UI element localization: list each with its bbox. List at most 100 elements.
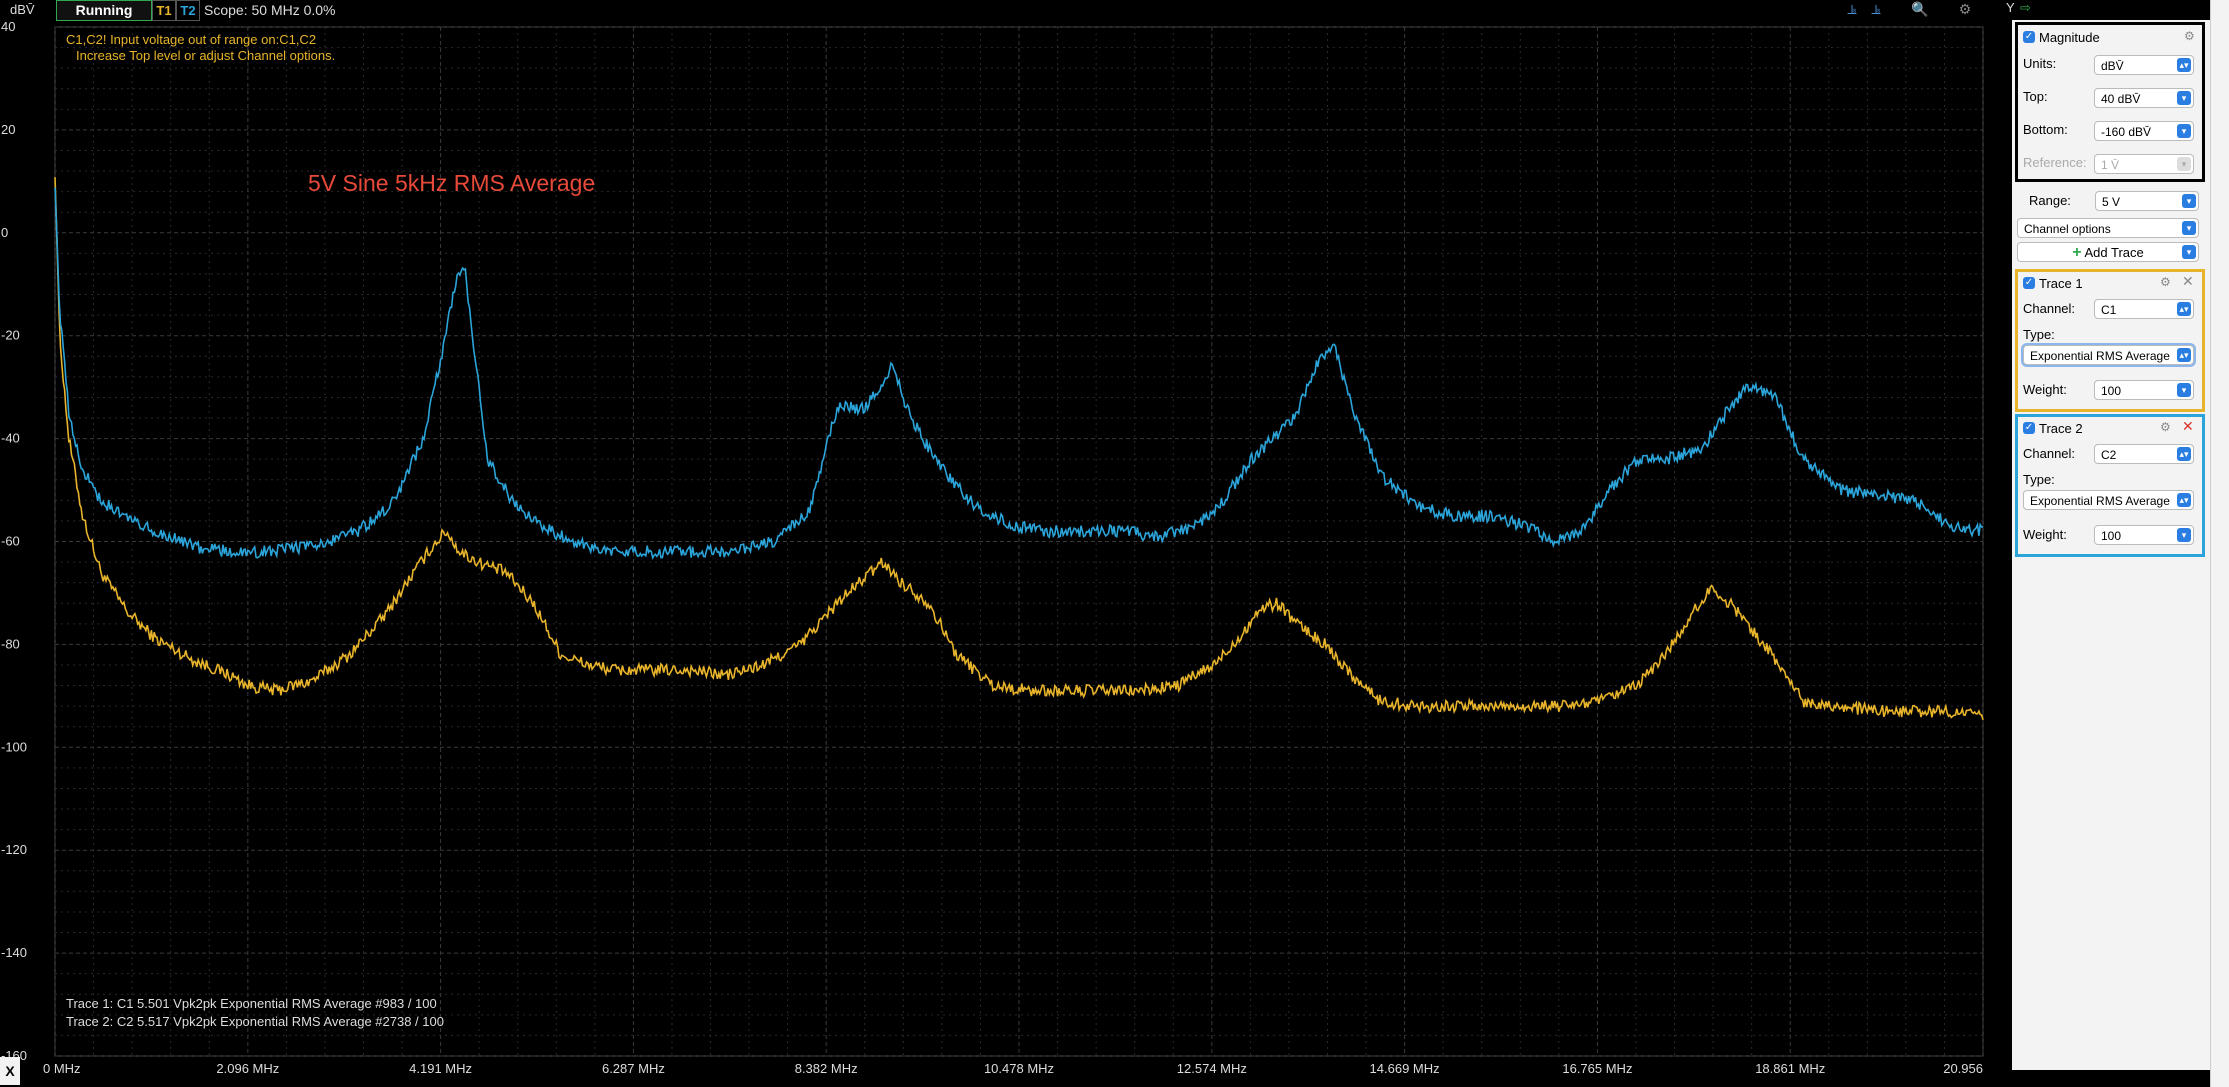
plot-annotation: 5V Sine 5kHz RMS Average (308, 170, 596, 196)
series-line-1 (54, 177, 1984, 721)
y-tick-label: 0 (1, 225, 8, 240)
range-select[interactable]: 5 V ▾ (2095, 191, 2199, 211)
units-value: dBV̄ (2101, 59, 2124, 73)
zoom-icon[interactable]: 🔍 (1911, 1, 1929, 17)
trace-status: Trace 1: C1 5.501 Vpk2pk Exponential RMS… (66, 995, 444, 1031)
chevron-down-icon: ▾ (2177, 124, 2191, 138)
series-line-2 (54, 187, 1984, 560)
trace2-type-label: Type: (2023, 472, 2055, 487)
bottom-select[interactable]: -160 dBV̄ ▾ (2094, 121, 2194, 141)
trace1-badge[interactable]: T1 (152, 0, 176, 21)
chevron-down-icon: ▾ (2177, 157, 2191, 171)
trace1-type-value: Exponential RMS Average (2030, 349, 2170, 363)
x-tick-label: 14.669 MHz (1370, 1061, 1440, 1076)
chevron-updown-icon: ▴▾ (2177, 447, 2191, 461)
magnitude-gear-icon[interactable]: ⚙ (2184, 29, 2195, 43)
trace2-close-icon[interactable]: ✕ (2182, 418, 2194, 434)
chevron-down-icon: ▾ (2182, 194, 2196, 208)
scope-info: Scope: 50 MHz 0.0% (204, 2, 336, 18)
y-unit-label: dBV̄ (10, 2, 35, 17)
trace1-channel-value: C1 (2101, 303, 2117, 317)
trace2-checkbox[interactable]: ✓ (2023, 422, 2035, 434)
chevron-down-icon: ▾ (2182, 245, 2196, 259)
trace1-type-label: Type: (2023, 327, 2055, 342)
y-tick-label: -100 (1, 739, 27, 754)
y-tick-label: -80 (1, 636, 20, 651)
spectrum-plot[interactable]: 0 MHz 2.096 MHz 4.191 MHz 6.287 MHz 8.382 MH… (0, 0, 2015, 1087)
y-tick-label: 20 (1, 122, 15, 137)
y-tick-label: 40 (1, 19, 15, 34)
trace1-weight-value: 100 (2101, 384, 2122, 398)
x-tick-label: 8.382 MHz (795, 1061, 858, 1076)
x-tick-label: 0 MHz (43, 1061, 81, 1076)
settings-panel: ✓ Magnitude ⚙ Units: dBV̄ ▴▾ Top: 40 dBV̄… (2012, 20, 2210, 1070)
trace1-checkbox[interactable]: ✓ (2023, 277, 2035, 289)
x-tick-label: 16.765 MHz (1562, 1061, 1632, 1076)
chevron-down-icon: ▾ (2177, 528, 2191, 542)
top-value: 40 dBV̄ (2101, 92, 2141, 106)
trace1-channel-select[interactable]: C1 ▴▾ (2094, 299, 2194, 319)
running-status-button[interactable]: Running (56, 0, 152, 21)
bottom-label: Bottom: (2023, 122, 2068, 137)
add-trace-label: Add Trace (2084, 245, 2144, 260)
channel-options-button[interactable]: Channel options ▾ (2017, 218, 2199, 238)
x-tick-label: 4.191 MHz (409, 1061, 472, 1076)
reference-value: 1 V̄ (2101, 158, 2120, 172)
chevron-down-icon: ▾ (2182, 221, 2196, 235)
y-axis-toggle[interactable]: Y (2006, 0, 2015, 15)
x-tick-label: 12.574 MHz (1177, 1061, 1247, 1076)
trace2-badge[interactable]: T2 (176, 0, 200, 21)
cursor-right-icon[interactable]: ⫡ (1871, 1, 1881, 17)
trace2-type-value: Exponential RMS Average (2030, 494, 2170, 508)
x-tick-label: 18.861 MHz (1755, 1061, 1825, 1076)
trace1-type-select[interactable]: Exponential RMS Average ▴▾ (2023, 345, 2194, 365)
x-tick-label: 6.287 MHz (602, 1061, 665, 1076)
chevron-updown-icon: ▴▾ (2177, 58, 2191, 72)
arrow-right-icon[interactable]: ⇨ (2020, 0, 2031, 15)
channel-options-label: Channel options (2024, 222, 2111, 236)
chevron-down-icon: ▾ (2177, 91, 2191, 105)
units-select[interactable]: dBV̄ ▴▾ (2094, 55, 2194, 75)
trace1-gear-icon[interactable]: ⚙ (2160, 275, 2171, 289)
y-tick-label: -60 (1, 534, 20, 549)
warning-line-1: C1,C2! Input voltage out of range on:C1,… (66, 32, 317, 47)
magnitude-box: ✓ Magnitude ⚙ Units: dBV̄ ▴▾ Top: 40 dBV̄… (2015, 22, 2205, 182)
input-range-warning: C1,C2! Input voltage out of range on:C1,… (66, 32, 335, 64)
warning-line-2: Increase Top level or adjust Channel opt… (76, 48, 336, 63)
y-tick-label: -40 (1, 431, 20, 446)
cursor-left-icon[interactable]: ⫡ (1847, 1, 1857, 17)
trace2-gear-icon[interactable]: ⚙ (2160, 420, 2171, 434)
trace1-box: ✓ Trace 1 ⚙ ✕ Channel: C1 ▴▾ Type: Expone… (2015, 269, 2205, 412)
bottom-value: -160 dBV̄ (2101, 125, 2152, 139)
range-label: Range: (2029, 193, 2071, 208)
x-tick-label: 10.478 MHz (984, 1061, 1054, 1076)
settings-icon[interactable]: ⚙ (1958, 1, 1972, 17)
close-x-button[interactable]: X (0, 1057, 20, 1085)
trace2-weight-select[interactable]: 100 ▾ (2094, 525, 2194, 545)
trace1-weight-label: Weight: (2023, 382, 2067, 397)
top-toolbar: dBV̄ Running T1 T2 Scope: 50 MHz 0.0% ⫡ … (0, 0, 2015, 21)
chevron-updown-icon: ▴▾ (2177, 348, 2191, 362)
trace2-channel-select[interactable]: C2 ▴▾ (2094, 444, 2194, 464)
trace2-channel-value: C2 (2101, 448, 2117, 462)
trace1-close-icon[interactable]: ✕ (2182, 273, 2194, 289)
chevron-updown-icon: ▴▾ (2177, 302, 2191, 316)
trace2-box: ✓ Trace 2 ⚙ ✕ Channel: C2 ▴▾ Type: Expone… (2015, 414, 2205, 557)
magnitude-checkbox[interactable]: ✓ (2023, 31, 2035, 43)
plus-icon: + (2072, 244, 2082, 261)
side-scroll-strip[interactable] (2210, 0, 2229, 1087)
trace1-status: Trace 1: C1 5.501 Vpk2pk Exponential RMS… (66, 996, 437, 1011)
trace1-weight-select[interactable]: 100 ▾ (2094, 380, 2194, 400)
x-tick-label: 20.956 (1943, 1061, 1983, 1076)
trace2-title: Trace 2 (2039, 421, 2083, 436)
top-select[interactable]: 40 dBV̄ ▾ (2094, 88, 2194, 108)
top-label: Top: (2023, 89, 2048, 104)
trace1-channel-label: Channel: (2023, 301, 2076, 316)
add-trace-button[interactable]: + Add Trace ▾ (2017, 242, 2199, 262)
trace1-title: Trace 1 (2039, 276, 2083, 291)
trace2-type-select[interactable]: Exponential RMS Average ▴▾ (2023, 490, 2194, 510)
reference-label: Reference: (2023, 155, 2087, 170)
trace2-channel-label: Channel: (2023, 446, 2076, 461)
y-tick-label: -120 (1, 842, 27, 857)
chevron-updown-icon: ▴▾ (2177, 493, 2191, 507)
